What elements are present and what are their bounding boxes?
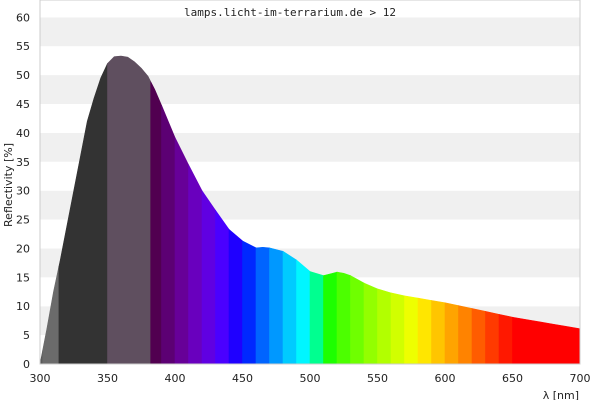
y-tick-label: 50 [16, 69, 30, 82]
spectrum-area-band [350, 275, 365, 365]
spectrum-area-band [404, 295, 419, 365]
x-tick-label: 700 [570, 372, 591, 385]
plot-area [39, 55, 581, 365]
x-tick-label: 400 [165, 372, 186, 385]
spectrum-area-band [150, 81, 162, 365]
spectrum-area-band [188, 164, 203, 365]
y-tick-label: 5 [23, 329, 30, 342]
spectrum-area-band [458, 305, 473, 365]
spectrum-area-band [336, 271, 351, 365]
spectrum-area-band [255, 246, 270, 365]
grid-band [40, 17, 580, 47]
x-tick-label: 550 [367, 372, 388, 385]
x-tick-label: 600 [435, 372, 456, 385]
spectrum-area-band [161, 105, 176, 365]
y-tick-label: 55 [16, 40, 30, 53]
spectrum-area-band [417, 297, 432, 365]
y-axis-title: Reflectivity [%] [2, 143, 15, 227]
y-tick-label: 10 [16, 300, 30, 313]
y-tick-label: 30 [16, 185, 30, 198]
spectrum-area-band [296, 259, 311, 365]
x-tick-label: 350 [97, 372, 118, 385]
spectrum-area-band [363, 282, 378, 365]
spectrum-area-band [431, 300, 446, 365]
x-tick-label: 650 [502, 372, 523, 385]
y-tick-label: 25 [16, 214, 30, 227]
x-axis-title: λ [nm] [543, 389, 579, 400]
spectrum-area-band [107, 55, 151, 365]
spectrum-area-band [174, 137, 189, 365]
spectrum-area-band [215, 209, 230, 365]
x-tick-label: 450 [232, 372, 253, 385]
spectrum-area-band [282, 250, 297, 365]
y-tick-label: 15 [16, 271, 30, 284]
spectrum-area-band [323, 271, 338, 365]
axes [39, 0, 581, 365]
x-tick-label: 500 [300, 372, 321, 385]
x-tick-label: 300 [30, 372, 51, 385]
y-tick-label: 35 [16, 156, 30, 169]
spectrum-area-band [498, 313, 513, 365]
y-tick-label: 40 [16, 127, 30, 140]
y-tick-labels: 0 5 10 15 20 25 30 35 40 45 50 55 60 [16, 11, 30, 371]
spectrum-area-band [471, 308, 486, 365]
spectrum-area-band [309, 271, 324, 365]
spectrum-area-band [269, 247, 284, 365]
y-tick-label: 45 [16, 98, 30, 111]
y-tick-label: 20 [16, 242, 30, 255]
spectrum-area-band [485, 311, 500, 365]
spectrum-area-band [444, 302, 459, 365]
spectrum-area-band [201, 189, 216, 365]
y-tick-label: 0 [23, 358, 30, 371]
grid-band [40, 0, 580, 18]
chart-title: lamps.licht-im-terrarium.de > 12 [184, 6, 396, 19]
spectrum-area-band [390, 292, 405, 365]
plot-frame [39, 0, 581, 365]
spectrum-area-band [228, 228, 243, 365]
spectrum-area-band [242, 240, 257, 365]
y-tick-label: 60 [16, 11, 30, 24]
spectrum-area-band [377, 288, 392, 365]
x-tick-labels: 300 350 400 450 500 550 600 650 700 [30, 372, 591, 385]
